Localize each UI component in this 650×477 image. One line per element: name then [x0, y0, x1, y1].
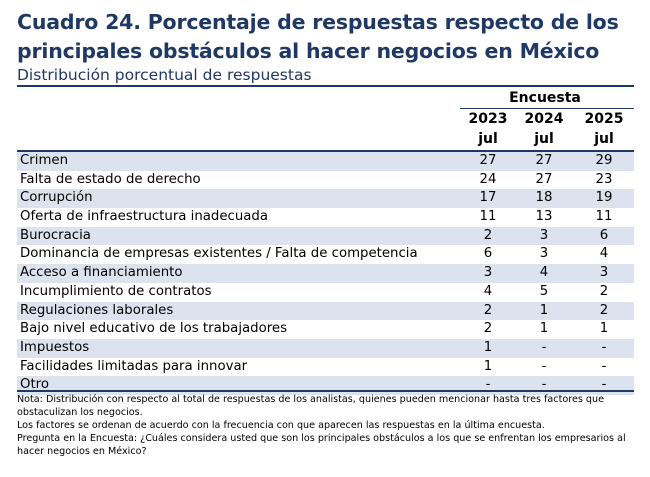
row-value-2024: 1 [539, 302, 549, 318]
row-value-2024: 3 [539, 227, 549, 243]
row-value-2023: 2 [483, 302, 493, 318]
table-body: Crimen 27 27 29 Falta de estado de derec… [17, 152, 634, 395]
row-value-2024: - [541, 377, 547, 393]
row-value-2023: 4 [483, 283, 493, 299]
row-value-2023: 11 [479, 209, 497, 225]
note-text: Nota: Distribución con respecto al total… [17, 394, 604, 418]
row-label: Corrupción [20, 190, 93, 206]
row-value-2025: 4 [599, 246, 609, 262]
row-value-2024: 18 [535, 190, 553, 206]
row-value-2023: 2 [483, 227, 493, 243]
row-value-2025: - [601, 358, 607, 374]
table-row: Acceso a financiamiento 3 4 3 [17, 264, 634, 283]
table-row: Burocracia 2 3 6 [17, 226, 634, 246]
row-value-2025: 2 [599, 283, 609, 299]
row-value-2025: 29 [595, 153, 613, 168]
table-notes: Nota: Distribución con respecto al total… [17, 393, 632, 458]
table-row: Bajo nivel educativo de los trabajadores… [17, 320, 634, 339]
row-label: Otro [20, 377, 49, 393]
row-label: Acceso a financiamiento [20, 265, 183, 281]
table-subtitle: Distribución porcentual de respuestas [17, 66, 312, 84]
row-value-2024: - [541, 358, 547, 374]
row-value-2024: 27 [535, 171, 553, 187]
row-label: Impuestos [20, 339, 90, 355]
row-value-2024: 4 [539, 265, 549, 281]
column-month-2024: jul [534, 131, 554, 147]
row-value-2023: 6 [483, 246, 493, 262]
header-rule [17, 150, 634, 152]
row-value-2023: 2 [483, 321, 493, 337]
table-title: Cuadro 24. Porcentaje de respuestas resp… [17, 10, 619, 63]
table-row: Oferta de infraestructura inadecuada 11 … [17, 208, 634, 227]
row-label: Bajo nivel educativo de los trabajadores [20, 321, 288, 337]
row-value-2025: 6 [599, 227, 609, 243]
table-row: Corrupción 17 18 19 [17, 189, 634, 209]
row-label: Crimen [20, 153, 69, 168]
table-row: Dominancia de empresas existentes / Falt… [17, 245, 634, 264]
row-value-2023: 1 [483, 339, 493, 355]
table-row: Incumplimiento de contratos 4 5 2 [17, 283, 634, 302]
row-label: Regulaciones laborales [20, 302, 174, 318]
row-value-2023: 24 [479, 171, 497, 187]
note-question-text: Pregunta en la Encuesta: ¿Cuáles conside… [17, 433, 626, 457]
row-value-2025: - [601, 339, 607, 355]
table-row: Impuestos 1 - - [17, 338, 634, 358]
column-month-2025: jul [594, 131, 614, 147]
row-value-2023: 27 [479, 153, 497, 168]
table-row: Regulaciones laborales 2 1 2 [17, 301, 634, 321]
row-value-2025: 23 [595, 171, 613, 187]
row-value-2023: 17 [479, 190, 497, 206]
bottom-rule [17, 390, 634, 392]
row-value-2025: 3 [599, 265, 609, 281]
note-order-text: Los factores se ordenan de acuerdo con l… [17, 420, 545, 431]
row-value-2023: 1 [483, 358, 493, 374]
column-group-header: Encuesta [509, 90, 581, 106]
row-value-2024: 3 [539, 246, 549, 262]
top-rule [17, 85, 634, 87]
table-row: Facilidades limitadas para innovar 1 - - [17, 358, 634, 377]
row-value-2023: - [485, 377, 491, 393]
table-row: Falta de estado de derecho 24 27 23 [17, 171, 634, 190]
row-label: Incumplimiento de contratos [20, 283, 212, 299]
row-label: Facilidades limitadas para innovar [20, 358, 248, 374]
row-value-2025: - [601, 377, 607, 393]
row-value-2024: 13 [535, 209, 553, 225]
row-value-2024: - [541, 339, 547, 355]
row-label: Falta de estado de derecho [20, 171, 201, 187]
row-value-2024: 5 [539, 283, 549, 299]
column-group-rule [460, 108, 634, 109]
column-year-2024: 2024 [524, 111, 564, 127]
row-label: Oferta de infraestructura inadecuada [20, 209, 269, 225]
row-value-2025: 2 [599, 302, 609, 318]
column-month-2023: jul [478, 131, 498, 147]
column-year-2023: 2023 [468, 111, 508, 127]
row-value-2023: 3 [483, 265, 493, 281]
row-value-2025: 1 [599, 321, 609, 337]
row-value-2025: 19 [595, 190, 613, 206]
row-value-2024: 27 [535, 153, 553, 168]
row-value-2025: 11 [595, 209, 613, 225]
row-label: Burocracia [20, 227, 91, 243]
row-label: Dominancia de empresas existentes / Falt… [20, 246, 418, 262]
table-row: Crimen 27 27 29 [17, 152, 634, 171]
row-value-2024: 1 [539, 321, 549, 337]
column-year-2025: 2025 [584, 111, 624, 127]
